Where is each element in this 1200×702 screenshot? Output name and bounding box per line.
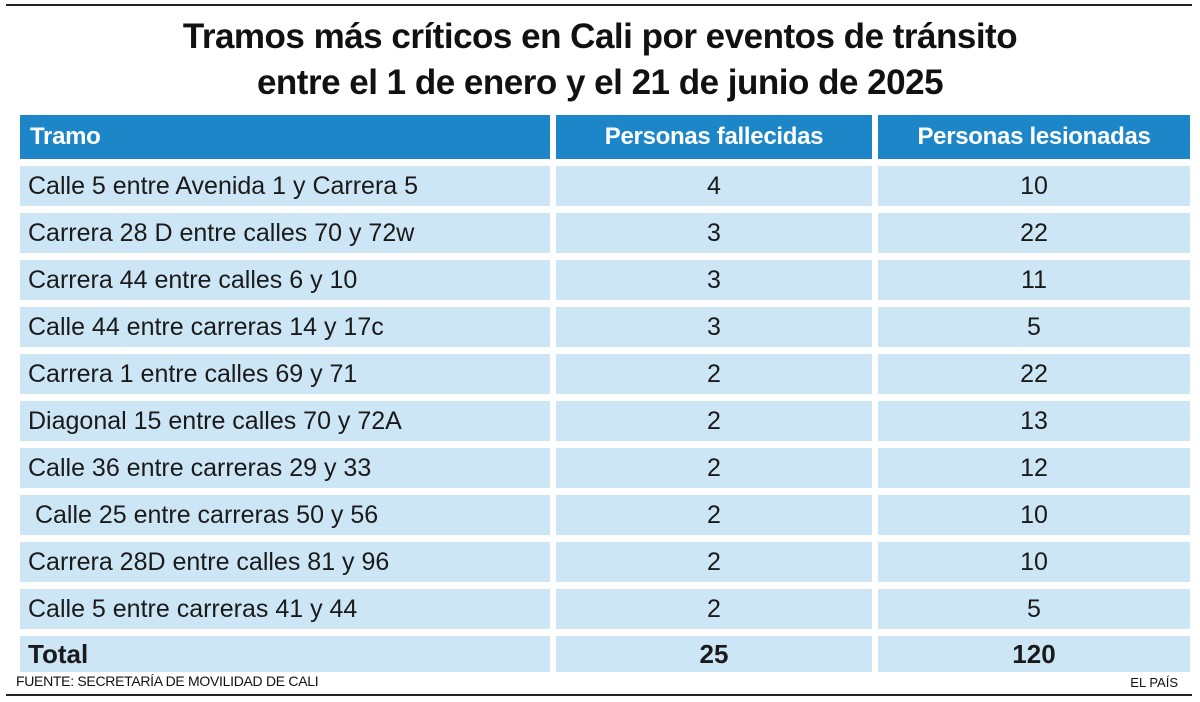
table-row: Calle 44 entre carreras 14 y 17c 3 5 xyxy=(20,307,1190,347)
table-row: Carrera 1 entre calles 69 y 71 2 22 xyxy=(20,354,1190,394)
cell-tramo: Calle 5 entre carreras 41 y 44 xyxy=(20,589,550,629)
cell-tramo: Calle 44 entre carreras 14 y 17c xyxy=(20,307,550,347)
title-line-2: entre el 1 de enero y el 21 de junio de … xyxy=(256,63,944,102)
header-lesionadas: Personas lesionadas xyxy=(878,115,1190,159)
table-body: Calle 5 entre Avenida 1 y Carrera 5 4 10 Ca… xyxy=(20,166,1190,672)
cell-fallecidas: 3 xyxy=(556,213,872,253)
cell-lesionadas: 12 xyxy=(878,448,1190,488)
total-lesionadas: 120 xyxy=(878,636,1190,672)
cell-fallecidas: 2 xyxy=(556,589,872,629)
table-row: Calle 5 entre Avenida 1 y Carrera 5 4 10 xyxy=(20,166,1190,206)
cell-lesionadas: 5 xyxy=(878,589,1190,629)
title-line-1: Tramos más críticos en Cali por eventos … xyxy=(182,17,1018,56)
brand-label: EL PAÍS xyxy=(1130,675,1178,690)
cell-fallecidas: 2 xyxy=(556,542,872,582)
cell-tramo: Carrera 28 D entre calles 70 y 72w xyxy=(20,213,550,253)
infographic-frame xyxy=(6,4,1192,696)
cell-fallecidas: 3 xyxy=(556,260,872,300)
cell-fallecidas: 4 xyxy=(556,166,872,206)
cell-tramo: Carrera 1 entre calles 69 y 71 xyxy=(20,354,550,394)
cell-lesionadas: 10 xyxy=(878,542,1190,582)
total-fallecidas: 25 xyxy=(556,636,872,672)
table-row: Calle 25 entre carreras 50 y 56 2 10 xyxy=(20,495,1190,535)
table-row: Carrera 44 entre calles 6 y 10 3 11 xyxy=(20,260,1190,300)
table-header-row: Tramo Personas fallecidas Personas lesio… xyxy=(20,115,1190,159)
table-row: Diagonal 15 entre calles 70 y 72A 2 13 xyxy=(20,401,1190,441)
cell-tramo: Carrera 44 entre calles 6 y 10 xyxy=(20,260,550,300)
cell-tramo: Carrera 28D entre calles 81 y 96 xyxy=(20,542,550,582)
cell-fallecidas: 2 xyxy=(556,495,872,535)
table-row: Calle 36 entre carreras 29 y 33 2 12 xyxy=(20,448,1190,488)
traffic-table: Tramo Personas fallecidas Personas lesio… xyxy=(14,108,1196,679)
cell-fallecidas: 2 xyxy=(556,401,872,441)
cell-lesionadas: 5 xyxy=(878,307,1190,347)
cell-lesionadas: 10 xyxy=(878,495,1190,535)
table-row: Calle 5 entre carreras 41 y 44 2 5 xyxy=(20,589,1190,629)
cell-lesionadas: 10 xyxy=(878,166,1190,206)
cell-lesionadas: 13 xyxy=(878,401,1190,441)
cell-lesionadas: 22 xyxy=(878,213,1190,253)
table-row: Carrera 28 D entre calles 70 y 72w 3 22 xyxy=(20,213,1190,253)
cell-tramo: Diagonal 15 entre calles 70 y 72A xyxy=(20,401,550,441)
cell-fallecidas: 3 xyxy=(556,307,872,347)
cell-lesionadas: 22 xyxy=(878,354,1190,394)
header-tramo: Tramo xyxy=(20,115,550,159)
cell-fallecidas: 2 xyxy=(556,448,872,488)
source-note: FUENTE: SECRETARÍA DE MOVILIDAD DE CALI xyxy=(16,673,319,689)
cell-tramo: Calle 5 entre Avenida 1 y Carrera 5 xyxy=(20,166,550,206)
header-fallecidas: Personas fallecidas xyxy=(556,115,872,159)
cell-fallecidas: 2 xyxy=(556,354,872,394)
total-row: Total 25 120 xyxy=(20,636,1190,672)
cell-tramo: Calle 36 entre carreras 29 y 33 xyxy=(20,448,550,488)
total-label: Total xyxy=(20,636,550,672)
table-row: Carrera 28D entre calles 81 y 96 2 10 xyxy=(20,542,1190,582)
page-title: Tramos más críticos en Cali por eventos … xyxy=(0,14,1200,106)
cell-lesionadas: 11 xyxy=(878,260,1190,300)
cell-tramo: Calle 25 entre carreras 50 y 56 xyxy=(20,495,550,535)
